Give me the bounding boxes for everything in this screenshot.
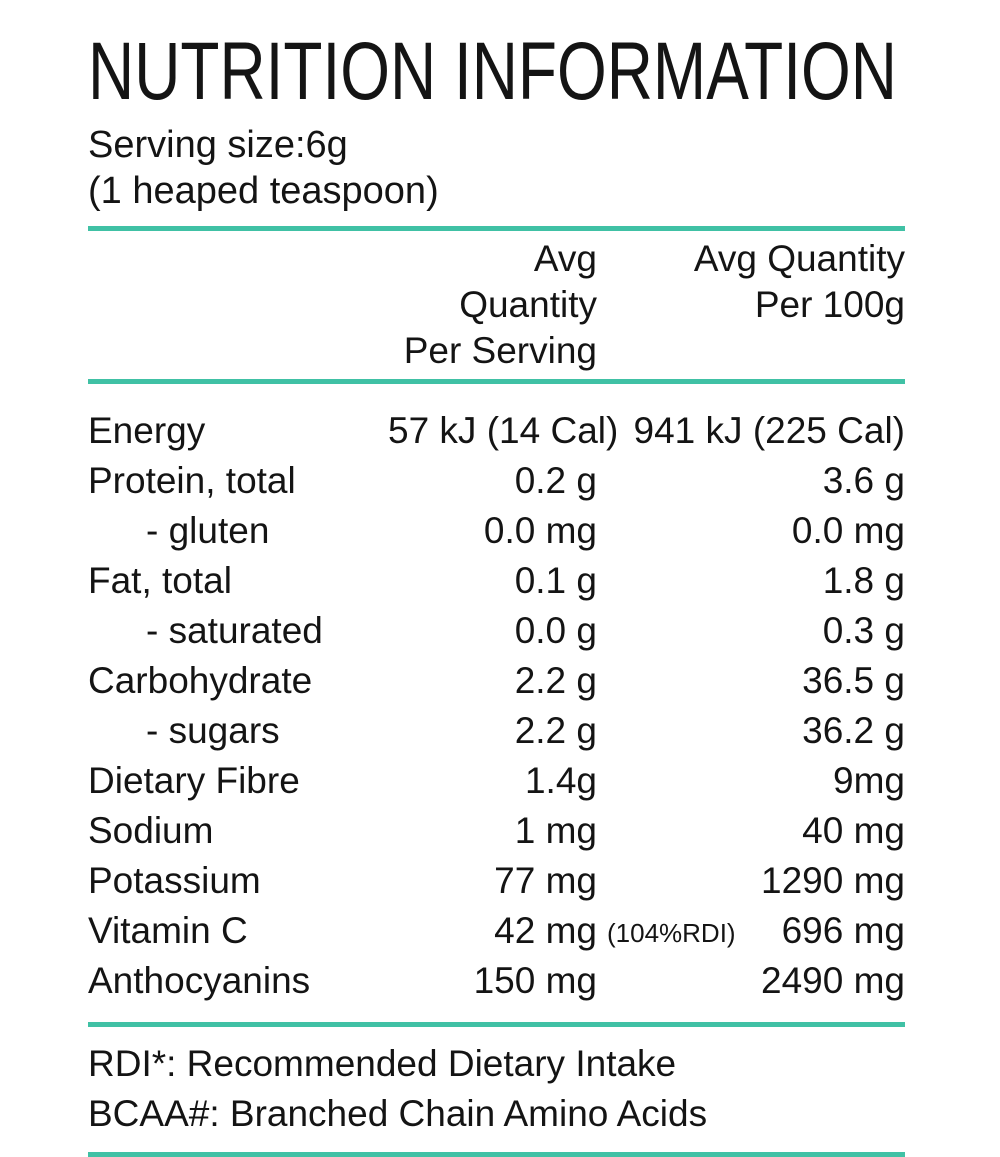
nutrient-label: Protein, total [88,460,296,501]
value-per-100g: 941 kJ (225 Cal) [633,410,905,451]
table-row: Dietary Fibre 1.4g 9mg [88,756,905,806]
value-per-100g: 1290 mg [761,860,905,901]
table-row: Sodium 1 mg 40 mg [88,806,905,856]
nutrient-label: Sodium [88,810,214,851]
table-row: Vitamin C 42 mg (104%RDI) 696 mg [88,906,905,956]
table-header: Avg Quantity Per Serving Avg Quantity Pe… [88,231,905,379]
value-per-serving-text: 2.2 g [514,710,597,751]
nutrient-label: Anthocyanins [88,960,311,1001]
value-per-100g: 696 mg [781,910,905,951]
value-per-serving: 0.2 g [388,456,597,506]
header-per-serving: Avg Quantity Per Serving [388,236,597,374]
nutrient-label: Carbohydrate [88,660,313,701]
header-per-100g-line2: Per 100g [754,284,905,325]
nutrient-label: - sugars [146,710,280,751]
table-row: Energy 57 kJ (14 Cal) 941 kJ (225 Cal) [88,406,905,456]
header-spacer [88,236,388,374]
value-per-serving-text: 150 mg [473,960,597,1001]
value-per-100g: 36.5 g [802,660,905,701]
value-per-serving-text: 1.4g [524,760,597,801]
value-per-serving: 1 mg [388,806,597,856]
value-per-serving: 2.2 g [388,656,597,706]
header-per-100g-line1: Avg Quantity [693,238,905,279]
header-per-serving-line2: Per Serving [403,330,597,371]
footnotes: RDI*: Recommended Dietary Intake BCAA#: … [88,1027,905,1139]
value-per-100g: 3.6 g [822,460,905,501]
value-per-serving: 0.1 g [388,556,597,606]
nutrient-label: Energy [88,410,206,451]
table-row: - saturated 0.0 g 0.3 g [88,606,905,656]
value-per-100g: 40 mg [802,810,905,851]
nutrition-panel: NUTRITION INFORMATION Serving size:6g (1… [88,30,905,1157]
table-row: Fat, total 0.1 g 1.8 g [88,556,905,606]
value-per-100g: 0.3 g [822,610,905,651]
header-per-serving-line1: Avg Quantity [459,238,597,325]
value-per-serving: 1.4g [388,756,597,806]
nutrient-label: Dietary Fibre [88,760,300,801]
value-per-serving-text: 0.0 mg [483,510,597,551]
value-per-serving-text: 42 mg [494,910,597,951]
rdi-percentage-note: (104%RDI) [607,918,736,948]
table-row: - sugars 2.2 g 36.2 g [88,706,905,756]
value-per-100g: 9mg [833,760,905,801]
divider-top [88,226,905,231]
table-row: - gluten 0.0 mg 0.0 mg [88,506,905,556]
value-per-serving: 2.2 g [388,706,597,756]
value-per-100g: 1.8 g [822,560,905,601]
page-title: NUTRITION INFORMATION [88,26,897,117]
footnote-bcaa: BCAA#: Branched Chain Amino Acids [88,1093,708,1134]
value-per-serving-text: 0.2 g [514,460,597,501]
value-per-serving: 57 kJ (14 Cal) [388,406,618,456]
header-per-100g: Avg Quantity Per 100g [597,236,905,374]
value-per-serving: 0.0 mg [388,506,597,556]
value-per-100g: 2490 mg [761,960,905,1001]
divider-bottom [88,1022,905,1027]
value-per-100g: 0.0 mg [791,510,905,551]
table-row: Potassium 77 mg 1290 mg [88,856,905,906]
value-per-serving-text: 77 mg [494,860,597,901]
value-per-serving-text: 1 mg [514,810,597,851]
value-per-serving: 150 mg [388,956,597,1006]
nutrient-label: Fat, total [88,560,232,601]
table-row: Carbohydrate 2.2 g 36.5 g [88,656,905,706]
serving-size: Serving size:6g [88,124,348,166]
value-per-serving: 42 mg (104%RDI) [388,906,735,956]
value-per-serving-text: 0.1 g [514,560,597,601]
table-row: Protein, total 0.2 g 3.6 g [88,456,905,506]
serving-note: (1 heaped teaspoon) [88,170,439,212]
value-per-serving-text: 2.2 g [514,660,597,701]
footnote-rdi: RDI*: Recommended Dietary Intake [88,1043,677,1084]
divider-end [88,1152,905,1157]
serving-info: Serving size:6g (1 heaped teaspoon) [88,122,905,214]
nutrient-label: Potassium [88,860,261,901]
nutrient-label: Vitamin C [88,910,248,951]
value-per-serving: 0.0 g [388,606,597,656]
nutrient-label: - saturated [146,610,323,651]
nutrition-table: Energy 57 kJ (14 Cal) 941 kJ (225 Cal) P… [88,384,905,1022]
table-row: Anthocyanins 150 mg 2490 mg [88,956,905,1006]
value-per-serving: 77 mg [388,856,597,906]
nutrient-label: - gluten [146,510,270,551]
divider-header [88,379,905,384]
value-per-100g: 36.2 g [802,710,905,751]
value-per-serving-text: 0.0 g [514,610,597,651]
value-per-serving-text: 57 kJ (14 Cal) [388,410,619,451]
